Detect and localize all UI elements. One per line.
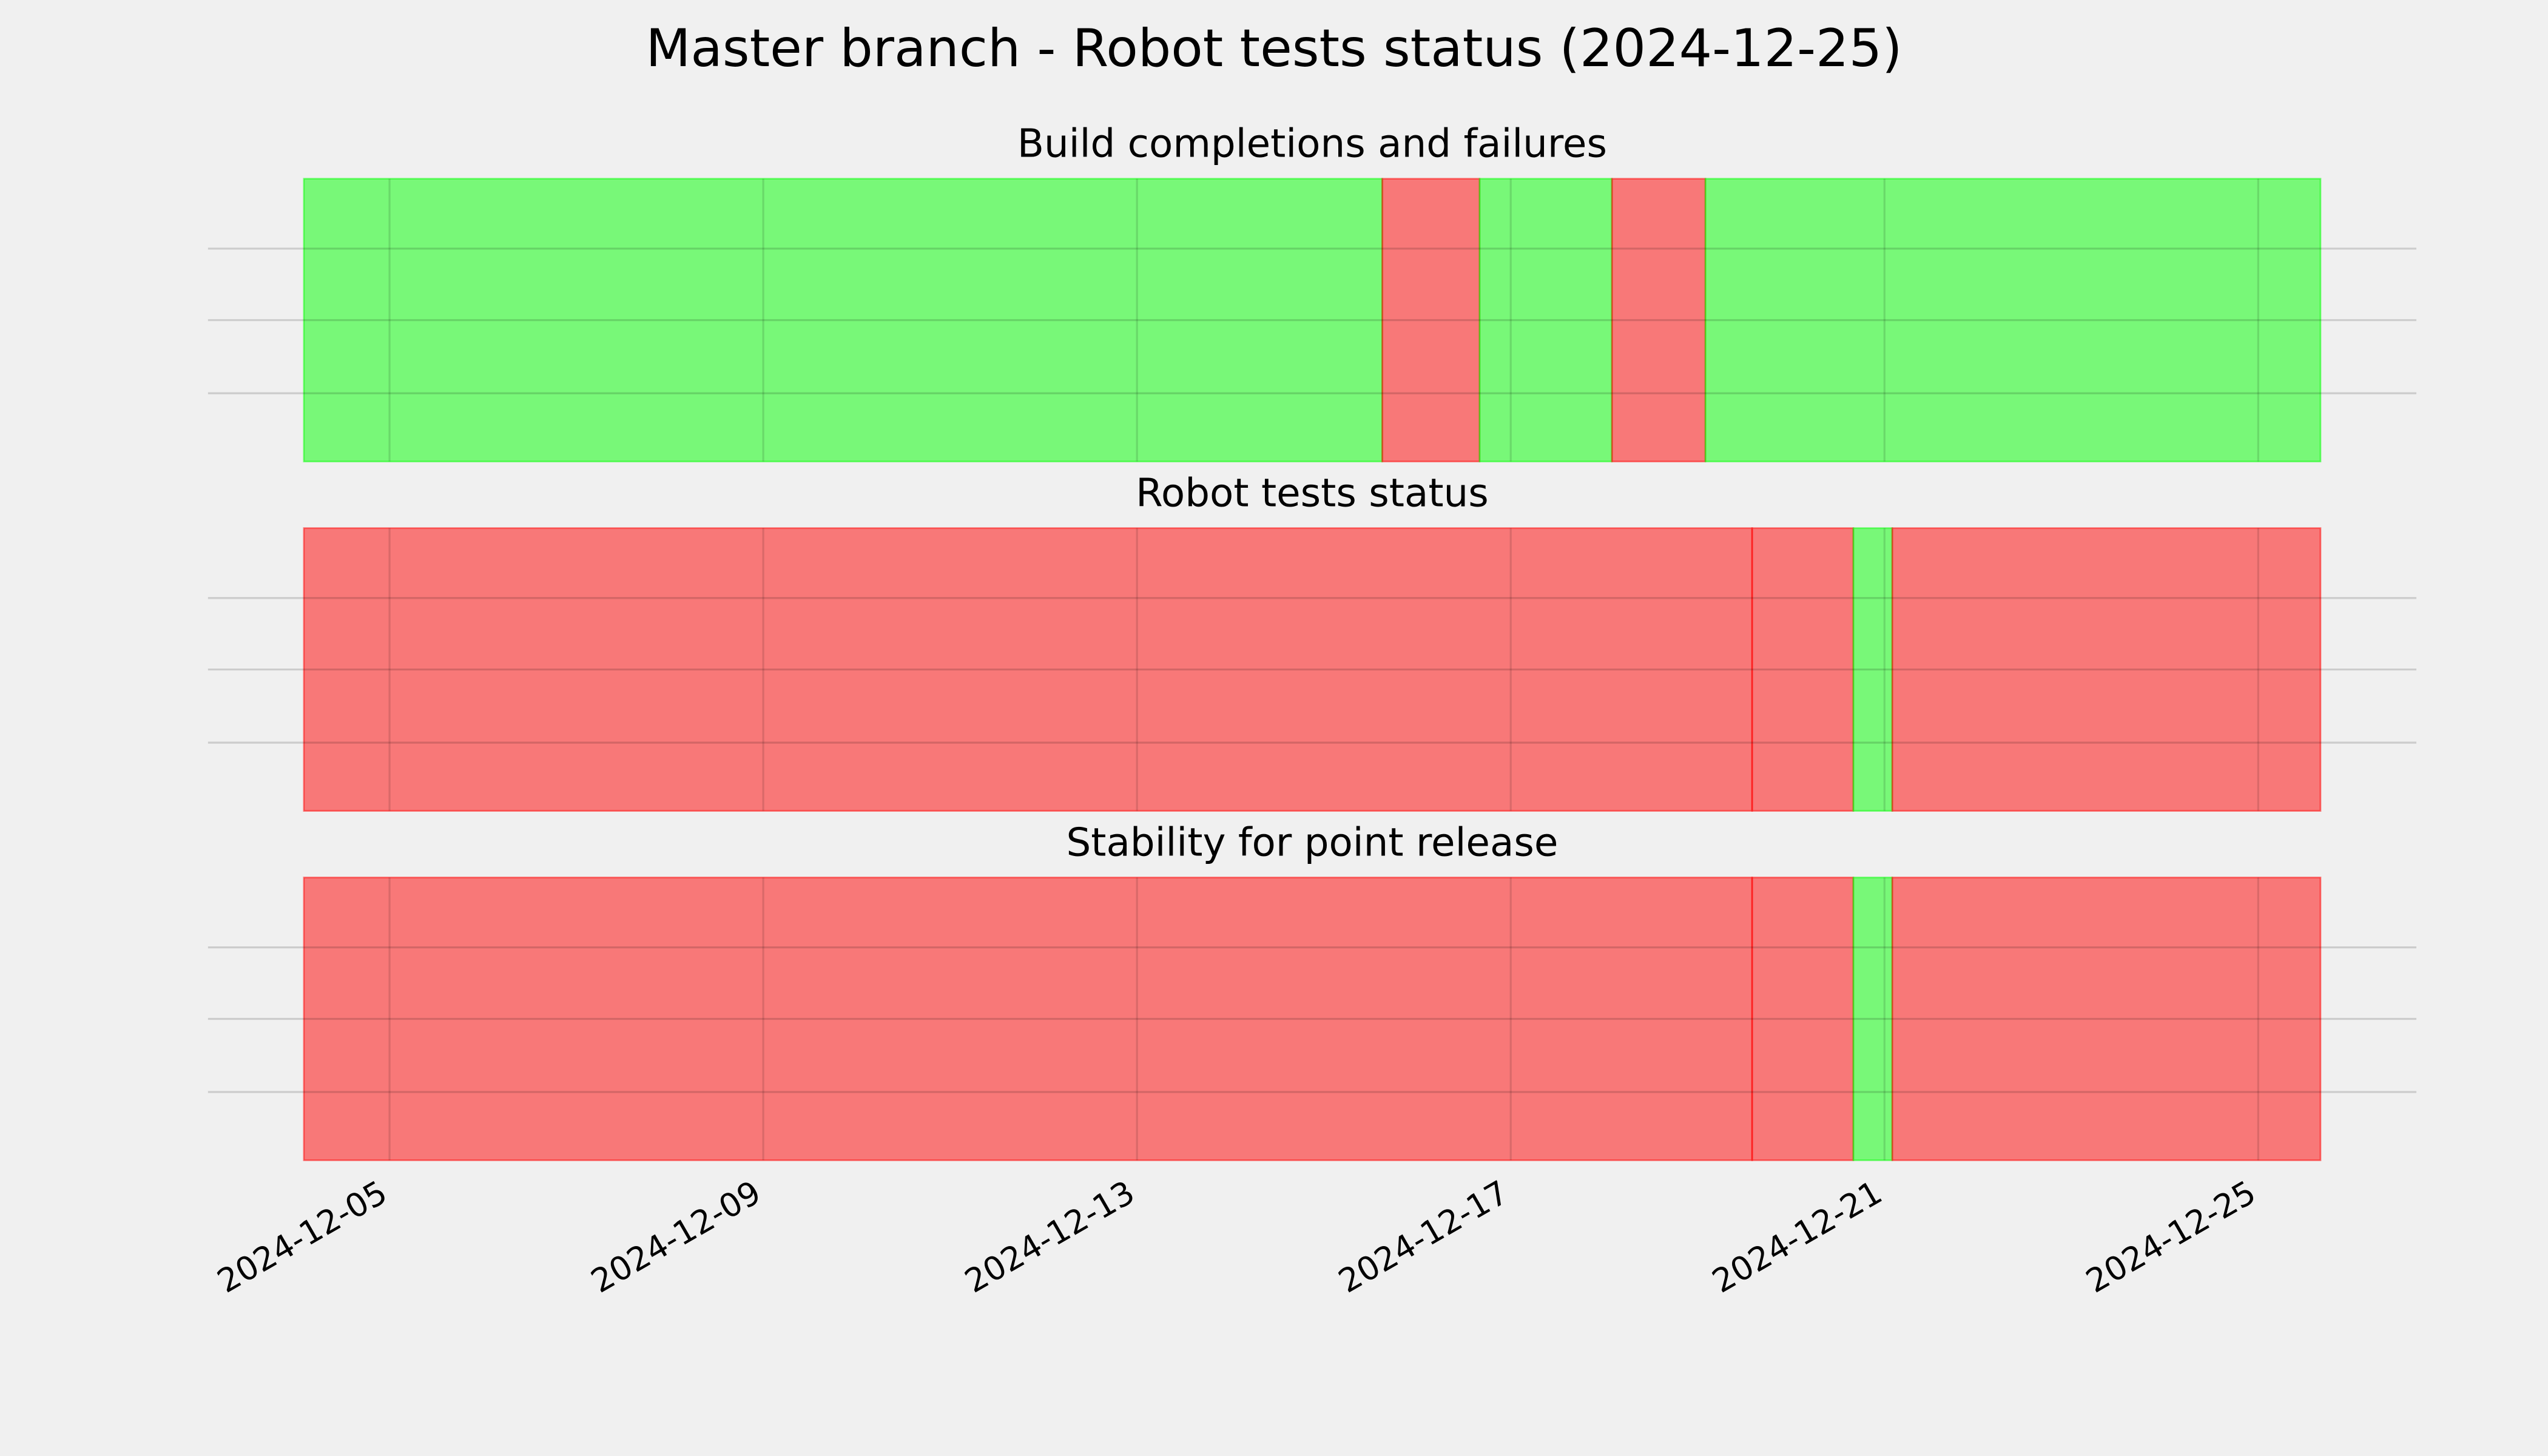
status-span <box>1852 877 1893 1161</box>
status-span <box>1891 877 2322 1161</box>
subplot-title: Build completions and failures <box>1017 121 1607 167</box>
status-span <box>1478 178 1613 463</box>
status-span <box>1381 178 1481 463</box>
status-span <box>1751 877 1855 1161</box>
status-span <box>1704 178 2322 463</box>
subplot-title: Stability for point release <box>1067 820 1559 865</box>
status-span <box>303 178 1383 463</box>
figure-title: Master branch - Robot tests status (2024… <box>645 18 1902 79</box>
status-span <box>1751 527 1855 812</box>
status-span <box>1611 178 1707 463</box>
status-span <box>1891 527 2322 812</box>
status-span <box>303 877 1753 1161</box>
subplot-title: Robot tests status <box>1136 471 1489 516</box>
status-span <box>303 527 1753 812</box>
